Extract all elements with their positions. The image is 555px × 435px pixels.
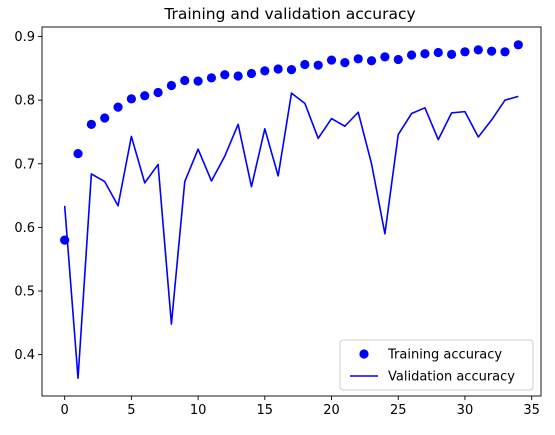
x-tick-label: 15	[257, 403, 274, 418]
training-accuracy-point	[86, 119, 96, 129]
legend-label: Training accuracy	[387, 348, 502, 363]
x-tick-label: 20	[323, 403, 340, 418]
training-accuracy-point	[246, 68, 257, 79]
training-accuracy-point	[193, 76, 203, 86]
training-accuracy-point	[460, 47, 470, 57]
training-accuracy-point	[300, 59, 310, 70]
y-tick-label: 0.6	[14, 221, 35, 236]
y-tick-label: 0.4	[14, 348, 35, 363]
training-accuracy-point	[206, 73, 217, 83]
training-accuracy-point	[113, 102, 123, 112]
training-accuracy-point	[153, 87, 163, 98]
training-accuracy-point	[220, 70, 230, 80]
y-tick-label: 0.7	[14, 157, 35, 172]
x-tick-label: 30	[457, 403, 474, 418]
training-accuracy-point	[73, 149, 83, 159]
x-tick-label: 0	[61, 403, 69, 418]
legend-label: Validation accuracy	[388, 370, 515, 385]
training-accuracy-point	[473, 45, 483, 55]
training-accuracy-point	[180, 75, 190, 86]
training-accuracy-point	[380, 52, 390, 62]
x-tick-label: 25	[390, 403, 407, 418]
training-accuracy-point	[353, 54, 363, 64]
training-accuracy-point	[487, 46, 497, 56]
training-accuracy-point	[340, 58, 350, 68]
training-accuracy-point	[260, 66, 270, 76]
training-accuracy-point	[313, 60, 323, 70]
training-accuracy-point	[500, 47, 510, 57]
legend-box	[339, 339, 534, 391]
training-accuracy-point	[420, 49, 430, 59]
training-accuracy-point	[433, 47, 443, 58]
training-accuracy-point	[166, 80, 177, 91]
training-accuracy-point	[233, 71, 243, 81]
training-accuracy-point	[286, 65, 297, 75]
chart-title: Training and validation accuracy	[163, 5, 415, 23]
training-accuracy-point	[366, 56, 377, 66]
plot-frame	[41, 26, 542, 397]
validation-accuracy-line	[63, 92, 519, 379]
y-tick-label: 0.5	[14, 285, 35, 300]
training-accuracy-point	[393, 54, 403, 65]
training-accuracy-point	[273, 64, 283, 74]
y-axis: 0.4 0.5 0.6 0.7 0.8 0.9	[14, 30, 42, 363]
training-accuracy-point	[447, 49, 457, 59]
x-axis: 0 5 10 15 20 25 30 35	[61, 396, 540, 418]
x-tick-label: 35	[523, 403, 540, 418]
training-accuracy-point	[126, 94, 136, 104]
training-accuracy-point	[406, 50, 417, 60]
x-tick-label: 5	[127, 403, 135, 418]
y-tick-label: 0.8	[14, 94, 35, 109]
y-tick-label: 0.9	[14, 30, 35, 45]
training-accuracy-point	[140, 91, 150, 101]
legend: Training accuracy Validation accuracy	[339, 339, 534, 391]
training-accuracy-point	[100, 113, 110, 123]
x-tick-label: 10	[190, 403, 207, 418]
plot-area	[60, 40, 523, 379]
legend-marker-icon	[359, 349, 369, 359]
training-accuracy-point	[326, 55, 337, 65]
training-accuracy-point	[513, 40, 523, 50]
